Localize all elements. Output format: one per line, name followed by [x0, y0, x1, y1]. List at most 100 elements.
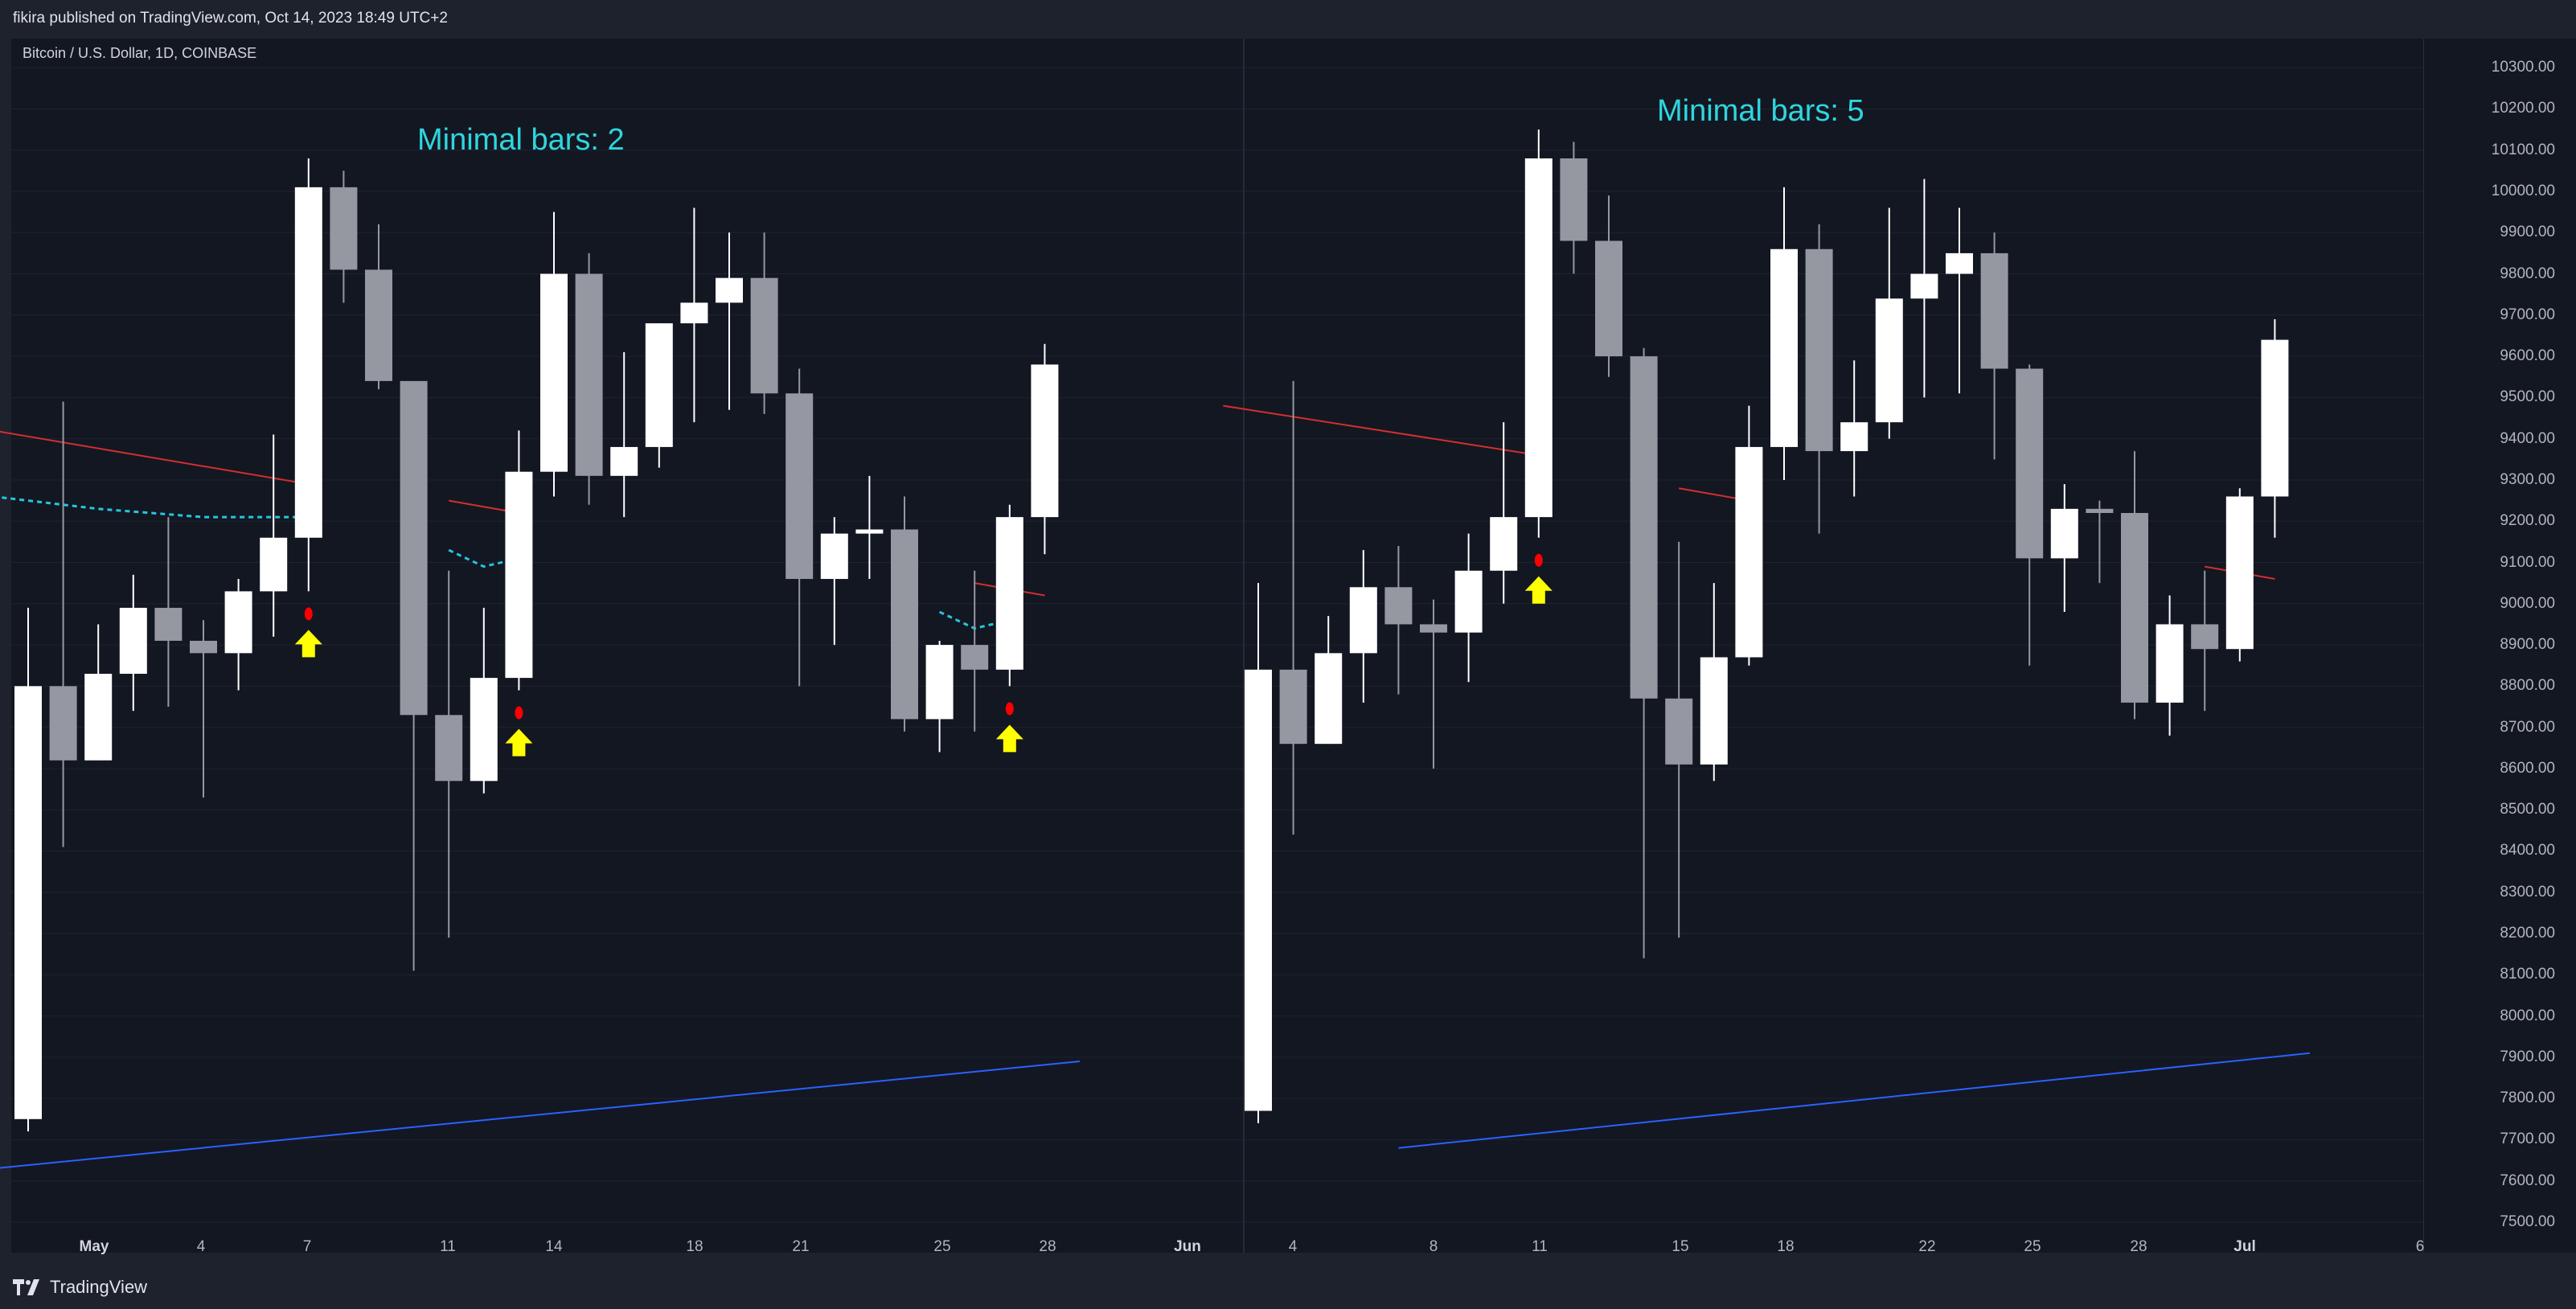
candle-down — [1384, 587, 1413, 625]
price-tick-label: 9600.00 — [2500, 347, 2555, 365]
candle-up — [610, 446, 638, 476]
price-tick-label: 10000.00 — [2491, 183, 2555, 199]
candle-up — [925, 645, 954, 720]
time-tick-label: 28 — [1039, 1238, 1056, 1255]
time-tick-label: 7 — [302, 1238, 312, 1255]
price-tick-label: 7500.00 — [2500, 1213, 2555, 1230]
candle-down — [1630, 356, 1658, 699]
cyan-dashed-curve — [0, 495, 309, 519]
candle-down — [2016, 368, 2044, 559]
time-tick-label: 18 — [686, 1238, 703, 1255]
candle-down — [1665, 698, 1693, 765]
price-tick-label: 9200.00 — [2500, 512, 2555, 530]
price-tick-label: 9000.00 — [2500, 594, 2555, 612]
price-tick-label: 10100.00 — [2491, 141, 2555, 158]
annotation-minimal-bars-5: Minimal bars: 5 — [1657, 94, 1864, 128]
price-tick-label: 7800.00 — [2500, 1089, 2555, 1107]
price-tick-label: 8300.00 — [2500, 883, 2555, 901]
price-tick-label: 7600.00 — [2500, 1172, 2555, 1189]
price-tick-label: 9800.00 — [2500, 265, 2555, 282]
candle-up — [1910, 273, 1938, 299]
tradingview-brand[interactable]: TradingView — [13, 1277, 147, 1298]
candle-up — [1735, 446, 1763, 658]
candle-down — [49, 686, 77, 761]
annotation-minimal-bars-2: Minimal bars: 2 — [417, 123, 625, 157]
blue-trend-line — [1398, 1052, 2311, 1149]
time-tick-label: 11 — [440, 1238, 456, 1255]
signal-dot — [1005, 702, 1014, 716]
time-tick-label: 22 — [1918, 1238, 1936, 1255]
candle-down — [786, 393, 814, 580]
candle-down — [961, 645, 989, 670]
candle-up — [1524, 158, 1553, 518]
time-tick-label: Jun — [1174, 1238, 1201, 1255]
price-tick-label: 9400.00 — [2500, 429, 2555, 447]
candle-up — [505, 471, 533, 679]
candle-up — [1840, 422, 1868, 452]
candle-down — [330, 187, 358, 270]
price-tick-label: 8100.00 — [2500, 966, 2555, 983]
candle-down — [1420, 624, 1447, 633]
candle-up — [14, 686, 42, 1119]
candle-down — [365, 269, 392, 381]
time-tick-label: 15 — [1672, 1238, 1689, 1255]
buy-arrow-icon — [995, 724, 1023, 753]
candle-up — [224, 591, 252, 654]
candle-up — [1245, 669, 1272, 1111]
price-tick-label: 8400.00 — [2500, 842, 2555, 860]
candle-down — [575, 273, 603, 476]
candle-up — [716, 277, 743, 303]
candle-up — [540, 273, 568, 472]
price-tick-label: 9900.00 — [2500, 224, 2555, 241]
time-tick-label: 11 — [1532, 1238, 1548, 1255]
brand-name: TradingView — [50, 1277, 148, 1297]
candle-up — [294, 187, 322, 538]
blue-trend-line — [0, 1061, 1081, 1169]
candle-up — [1315, 653, 1343, 745]
candle-down — [400, 380, 428, 716]
candle-down — [1805, 248, 1833, 452]
signal-dot — [1534, 553, 1543, 567]
candle-up — [2225, 496, 2254, 650]
candle-down — [2121, 512, 2148, 703]
candle-up — [2156, 624, 2184, 703]
candle-up — [1700, 657, 1728, 765]
buy-arrow-icon — [1524, 576, 1553, 604]
candle-up — [1490, 517, 1518, 571]
price-tick-label: 8600.00 — [2500, 759, 2555, 777]
footer-bar — [0, 1253, 2576, 1309]
time-tick-label: 25 — [2024, 1238, 2041, 1255]
candle-up — [645, 323, 673, 447]
candle-down — [435, 715, 463, 782]
candle-up — [820, 533, 848, 580]
publisher-bar: fikira published on TradingView.com, Oct… — [0, 0, 2576, 39]
time-tick-label: 4 — [196, 1238, 206, 1255]
candle-up — [1454, 570, 1483, 633]
candle-up — [470, 678, 498, 782]
candle-down — [1595, 240, 1622, 357]
price-scale[interactable] — [2423, 39, 2576, 1253]
price-tick-label: 8700.00 — [2500, 718, 2555, 736]
candle-up — [680, 302, 708, 324]
time-tick-label: 4 — [1288, 1238, 1298, 1255]
price-tick-label: 8200.00 — [2500, 925, 2555, 942]
price-tick-label: 9300.00 — [2500, 470, 2555, 488]
time-tick-label: 21 — [792, 1238, 810, 1255]
buy-arrow-icon — [294, 630, 322, 658]
candle-up — [84, 673, 113, 761]
publisher-info: fikira published on TradingView.com, Oct… — [13, 10, 448, 27]
price-tick-label: 9100.00 — [2500, 553, 2555, 571]
candle-down — [2086, 508, 2114, 513]
signal-dot — [304, 607, 313, 621]
price-tick-label: 10200.00 — [2491, 100, 2555, 117]
candle-up — [855, 529, 884, 534]
time-tick-label: 14 — [545, 1238, 563, 1255]
red-trend-line — [0, 430, 309, 486]
candle-up — [1770, 248, 1798, 447]
candle-up — [2050, 508, 2078, 559]
time-tick-label: Jul — [2233, 1238, 2256, 1255]
price-tick-label: 8000.00 — [2500, 1007, 2555, 1024]
signal-dot — [515, 706, 523, 720]
candle-up — [1946, 252, 1973, 274]
